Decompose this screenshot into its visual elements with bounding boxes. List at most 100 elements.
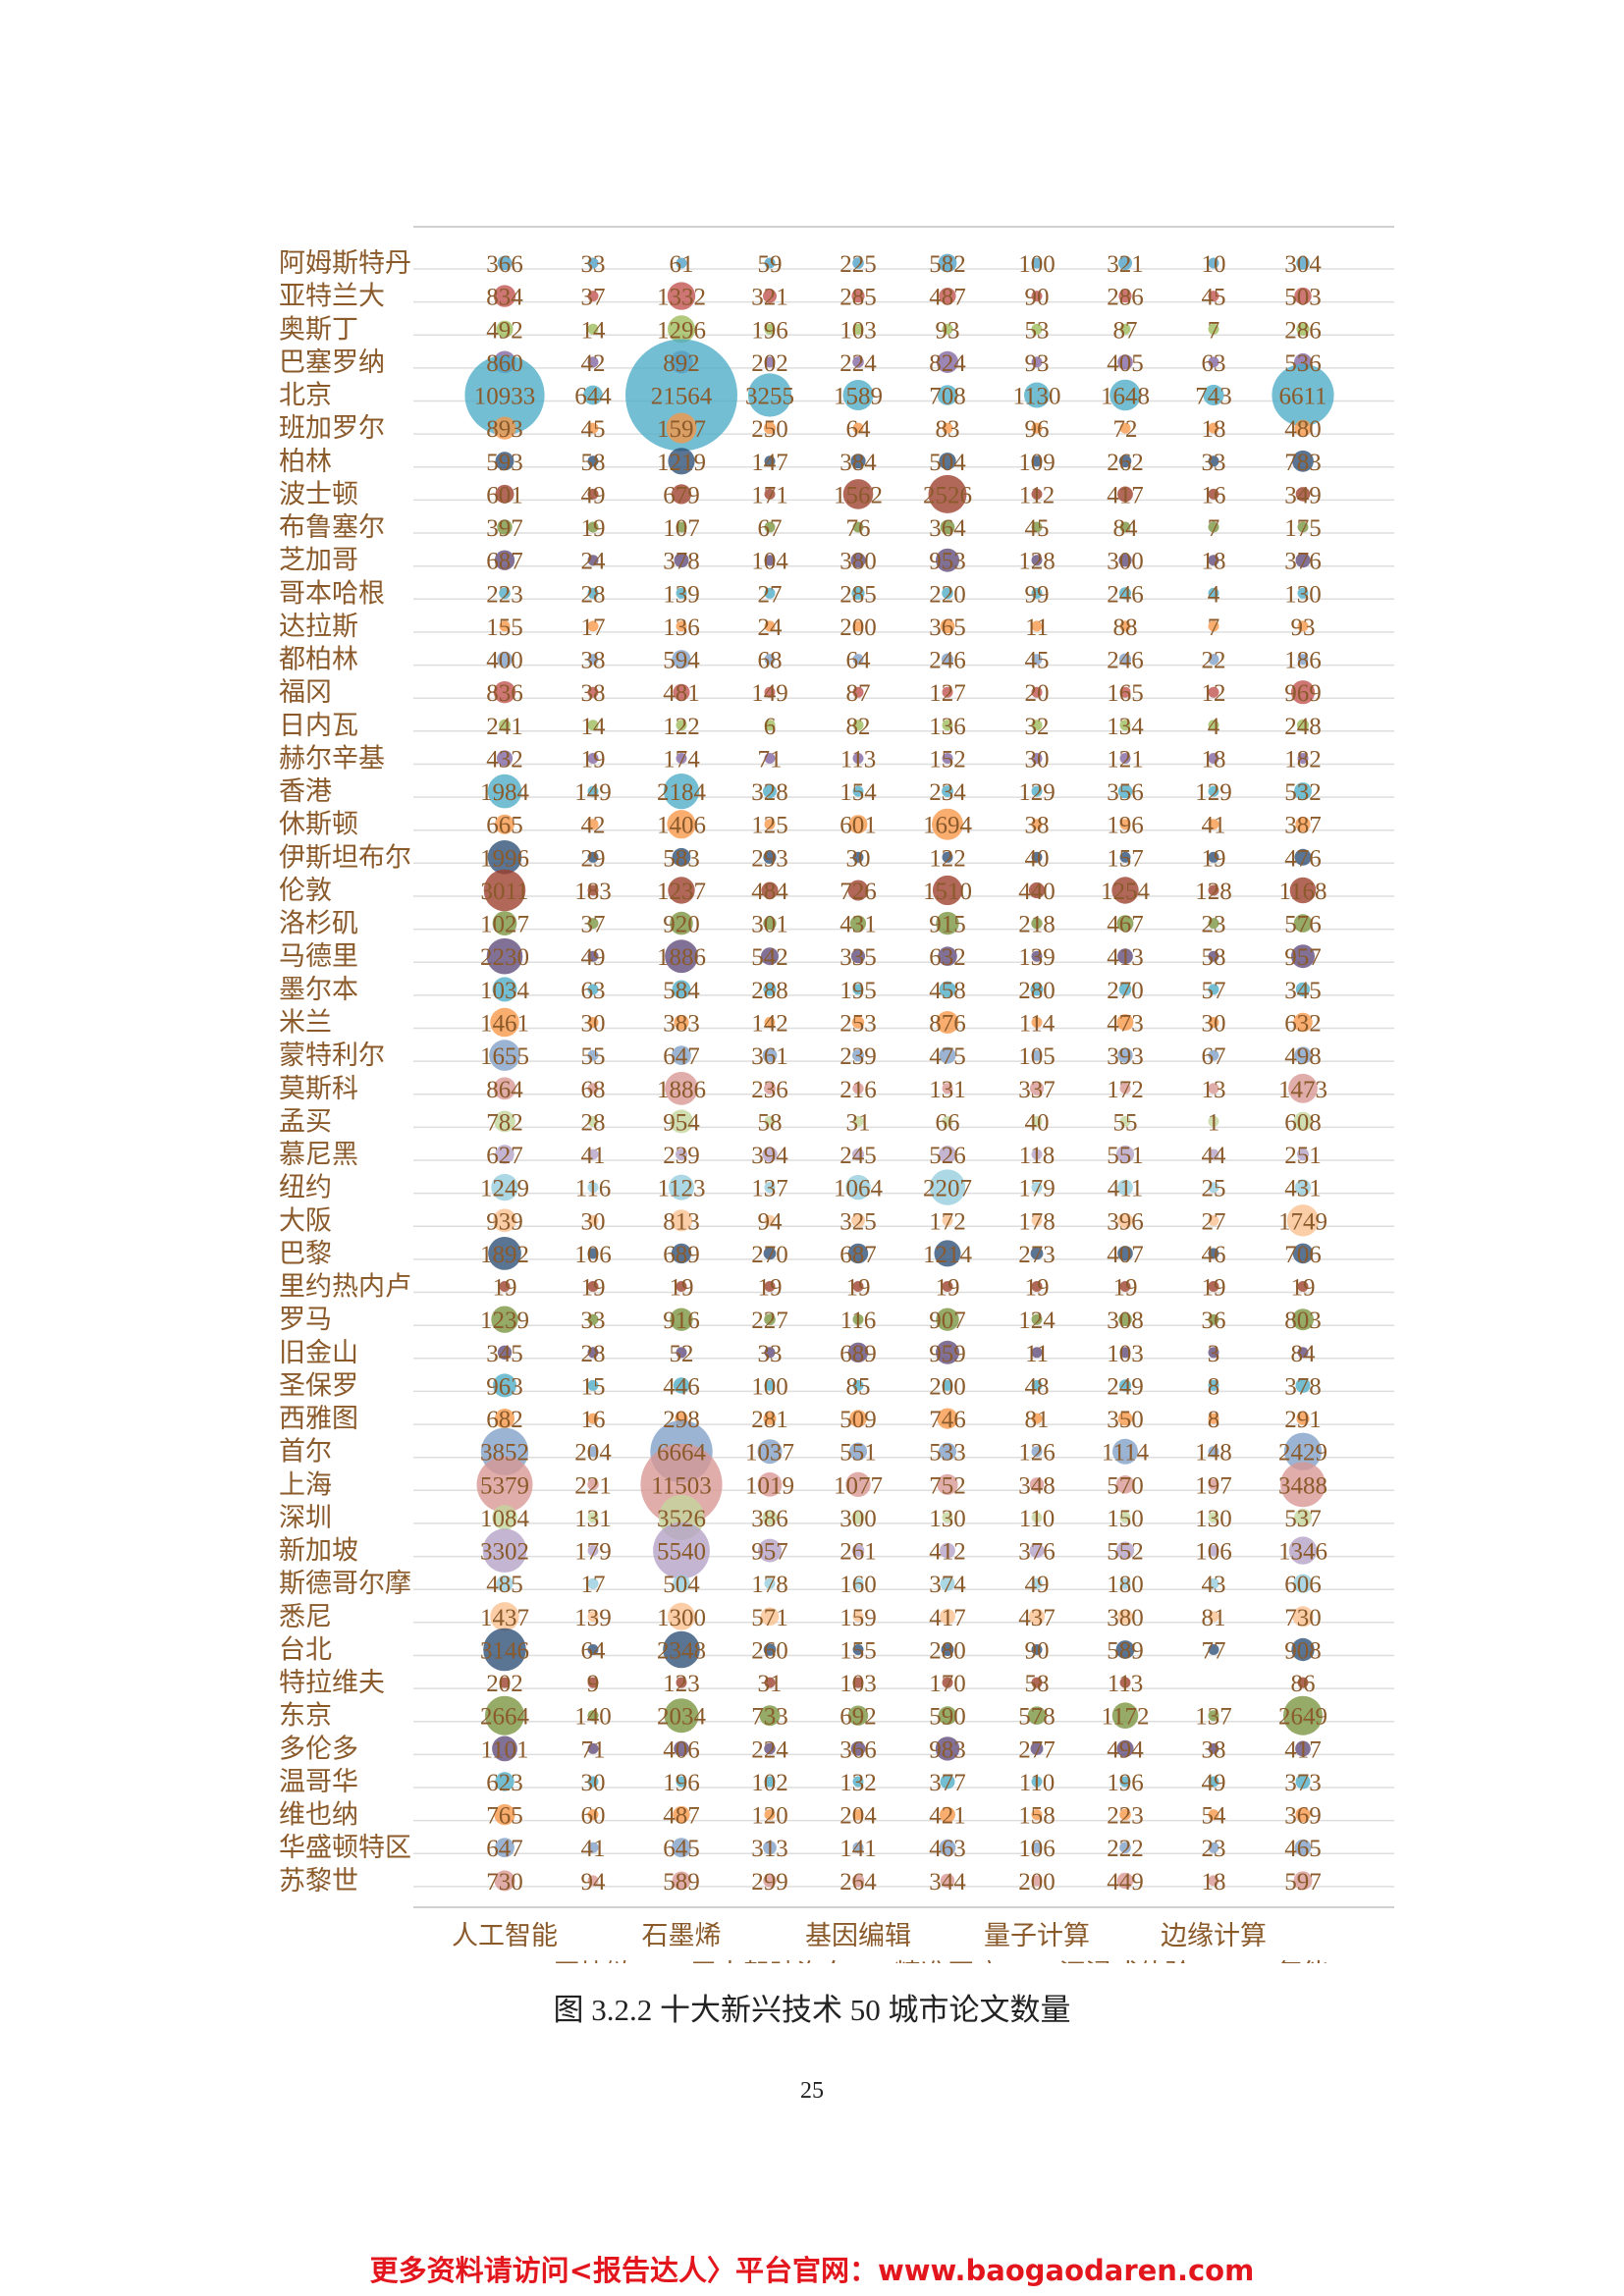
data-value-label: 179 [574,1539,612,1566]
data-value-label: 245 [839,1143,877,1169]
data-value-label: 378 [663,549,700,575]
data-value-label: 647 [663,1043,700,1070]
data-value-label: 1239 [480,1308,529,1334]
bubble-point [1028,881,1046,899]
data-value-label: 200 [839,614,877,641]
bubble-point [499,719,511,731]
data-value-label: 239 [839,1043,877,1070]
city-label: 悉尼 [279,1602,332,1631]
data-value-label: 96 [1025,416,1050,443]
data-value-label: 344 [929,1869,966,1896]
bubble-point [488,1237,521,1270]
bubble-point [852,257,864,269]
bubble-point [763,422,777,435]
footer-banner[interactable]: 更多资料请访问<报告达人〉平台官网：www.baogaodaren.com [369,2254,1255,2287]
bubble-point [850,553,866,568]
data-value-label: 36 [1202,1308,1226,1334]
bubble-point [847,1243,869,1264]
bubble-point [670,1109,693,1134]
data-value-label: 571 [751,1605,788,1631]
bubble-point [1203,384,1224,406]
data-value-label: 4 [1208,581,1220,608]
data-value-label: 328 [751,779,788,806]
data-value-label: 129 [1195,779,1232,806]
data-value-label: 876 [929,1011,966,1038]
category-label: 基因编辑 [805,1921,911,1950]
data-value-label: 40 [1025,1109,1050,1136]
bubble-point [848,1442,868,1461]
data-value-label: 136 [929,714,966,740]
bubble-point [935,1736,960,1761]
bubble-point [1111,877,1139,904]
data-value-label: 412 [929,1539,966,1566]
data-value-label: 155 [839,1638,877,1665]
bubble-point [942,720,953,731]
bubble-point [497,1345,513,1361]
bubble-point [764,686,776,698]
data-value-label: 406 [663,1736,700,1763]
data-value-label: 280 [1018,978,1056,1004]
data-value-label: 570 [1107,1472,1144,1499]
bubble-point [587,1677,599,1688]
data-value-label: 196 [1107,1770,1144,1796]
data-value-label: 106 [574,1242,612,1268]
data-value-label: 25 [1202,1176,1226,1202]
data-value-label: 38 [1025,813,1050,839]
bubble-point [587,1379,599,1391]
data-value-label: 100 [751,1373,788,1400]
data-value-label: 1296 [657,317,706,344]
data-value-label: 584 [663,978,700,1004]
bubble-point [932,875,963,906]
data-value-label: 7 [1208,614,1220,641]
data-value-label: 196 [751,317,788,344]
bubble-point [673,1377,690,1394]
data-value-label: 236 [751,1077,788,1103]
data-value-label: 88 [1113,614,1138,641]
data-value-label: 369 [1284,1803,1322,1830]
data-value-label: 632 [1284,1011,1322,1038]
bubble-point [1208,1644,1219,1655]
bubble-point [492,1735,517,1762]
bubble-point [1283,1695,1323,1735]
data-value-label: 19 [581,747,606,774]
bubble-point [1031,1875,1043,1887]
data-value-label: 689 [663,1242,700,1268]
bubble-point [1117,783,1133,799]
bubble-point [673,1806,690,1824]
city-label: 维也纳 [279,1800,358,1830]
bubble-point [1118,653,1132,666]
bubble-point [669,1174,694,1201]
data-value-label: 121 [1107,747,1144,774]
data-value-label: 783 [1284,450,1322,476]
bubble-point [670,1308,693,1331]
data-value-label: 106 [1018,1836,1056,1862]
bubble-point [757,1439,783,1465]
city-label: 奥斯丁 [279,314,358,344]
data-value-label: 93 [1291,614,1316,641]
bubble-point [1208,1577,1219,1589]
bubble-point [1291,1637,1315,1662]
data-value-label: 19 [1113,1275,1138,1302]
data-value-label: 139 [574,1605,612,1631]
data-value-label: 52 [670,1341,694,1367]
bubble-point [942,851,953,863]
bubble-point [1297,521,1309,533]
bubble-point [852,1809,864,1821]
data-value-label: 1461 [480,1011,529,1038]
data-value-label: 752 [929,1472,966,1499]
data-value-label: 19 [758,1275,783,1302]
bubble-point [1031,356,1043,368]
bubble-point [852,1842,864,1853]
bubble-point [499,620,511,632]
data-value-label: 349 [1284,482,1322,508]
category-label: 精准医疗 [894,1959,1001,1963]
bubble-point [672,1871,691,1891]
data-value-label: 41 [581,1143,606,1169]
city-label: 布鲁塞尔 [279,512,385,542]
data-value-label: 38 [1202,1736,1226,1763]
bubble-point [1118,1379,1132,1392]
bubble-point [1294,848,1312,866]
bubble-point [1208,720,1219,731]
data-value-label: 33 [758,1341,783,1367]
data-value-label: 40 [1025,845,1050,872]
